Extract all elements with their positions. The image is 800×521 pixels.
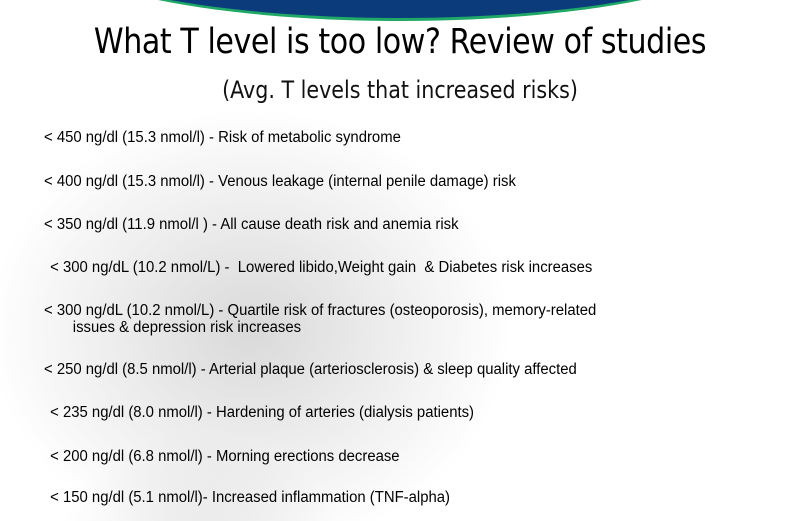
item-text: < 150 ng/dl (5.1 nmol/l)- Increased infl…	[46, 489, 451, 506]
slide-title: What T level is too low? Review of studi…	[93, 22, 707, 62]
list-item: < 400 ng/dl (15.3 nmol/l) - Venous leaka…	[44, 173, 516, 191]
background-photo	[0, 120, 800, 521]
item-text: < 200 ng/dl (6.8 nmol/l) - Morning erect…	[46, 448, 400, 465]
slide-subtitle: (Avg. T levels that increased risks)	[222, 76, 578, 104]
item-text: < 250 ng/dl (8.5 nmol/l) - Arterial plaq…	[44, 361, 577, 378]
item-text: < 450 ng/dl (15.3 nmol/l) - Risk of meta…	[44, 129, 401, 146]
list-item: < 300 ng/dL (10.2 nmol/L) - Lowered libi…	[46, 259, 592, 277]
list-item: < 200 ng/dl (6.8 nmol/l) - Morning erect…	[46, 448, 400, 466]
list-item: < 150 ng/dl (5.1 nmol/l)- Increased infl…	[46, 489, 450, 507]
item-text: < 300 ng/dL (10.2 nmol/L) - Lowered libi…	[46, 259, 593, 276]
list-item: < 450 ng/dl (15.3 nmol/l) - Risk of meta…	[44, 129, 401, 147]
list-item: < 250 ng/dl (8.5 nmol/l) - Arterial plaq…	[44, 361, 577, 379]
list-item: < 300 ng/dL (10.2 nmol/L) - Quartile ris…	[44, 302, 596, 336]
item-text-continuation: issues & depression risk increases	[72, 319, 302, 336]
header-banner	[40, 0, 760, 21]
list-item: < 350 ng/dl (11.9 nmol/l ) - All cause d…	[44, 216, 459, 234]
item-text: < 300 ng/dL (10.2 nmol/L) - Quartile ris…	[44, 302, 597, 319]
item-text: < 400 ng/dl (15.3 nmol/l) - Venous leaka…	[44, 173, 516, 190]
list-item: < 235 ng/dl (8.0 nmol/l) - Hardening of …	[46, 404, 474, 422]
item-text: < 350 ng/dl (11.9 nmol/l ) - All cause d…	[44, 216, 459, 233]
item-text: < 235 ng/dl (8.0 nmol/l) - Hardening of …	[46, 404, 475, 421]
